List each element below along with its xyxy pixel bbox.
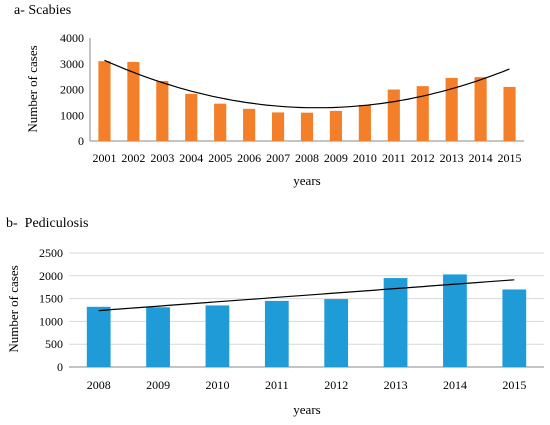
chart-a-bar xyxy=(98,61,111,141)
chart-a-category-label: 2011 xyxy=(382,151,406,165)
chart-b-y-axis-label: Number of cases xyxy=(6,265,21,352)
chart-a-category-label: 2014 xyxy=(469,151,493,165)
chart-a-x-axis-label: years xyxy=(293,173,320,188)
chart-b-bar xyxy=(205,305,230,367)
chart-b-bar xyxy=(324,299,349,367)
chart-b-category-label: 2015 xyxy=(502,378,526,392)
chart-a-ytick-label: 2000 xyxy=(60,83,84,97)
chart-a-y-axis-label: Number of cases xyxy=(25,45,40,132)
chart-a-bar xyxy=(271,112,285,141)
chart-b-category-label: 2010 xyxy=(205,378,229,392)
chart-a-bar xyxy=(387,89,400,141)
chart-b-bar xyxy=(264,300,289,367)
chart-b-bar xyxy=(86,306,111,367)
chart-b-title: b- Pediculosis xyxy=(6,216,89,231)
chart-a-category-label: 2002 xyxy=(121,151,145,165)
chart-a-title: a- Scabies xyxy=(14,3,72,18)
chart-a-category-label: 2015 xyxy=(498,151,522,165)
chart-a-ytick-label: 1000 xyxy=(60,108,84,122)
chart-b-ytick-label: 1000 xyxy=(39,314,63,328)
chart-b-category-label: 2008 xyxy=(87,378,111,392)
chart-a-bar xyxy=(243,108,256,141)
chart-a-ytick-label: 4000 xyxy=(60,31,84,45)
chart-b-ytick-label: 2500 xyxy=(39,246,63,260)
chart-b-category-label: 2009 xyxy=(146,378,170,392)
chart-b-bar xyxy=(443,274,467,367)
chart-a-category-label: 2006 xyxy=(237,151,261,165)
chart-b-ytick-label: 1500 xyxy=(39,292,63,306)
chart-a-category-label: 2007 xyxy=(266,151,290,165)
chart-a-category-label: 2008 xyxy=(295,151,319,165)
chart-a-bar xyxy=(156,81,169,141)
chart-a-category-label: 2001 xyxy=(92,151,116,165)
chart-a-category-label: 2012 xyxy=(411,151,435,165)
chart-b-category-label: 2013 xyxy=(384,378,408,392)
chart-a-bar xyxy=(185,93,198,141)
chart-a-ytick-label: 0 xyxy=(78,134,84,148)
chart-a-category-label: 2009 xyxy=(324,151,348,165)
chart-a-category-label: 2005 xyxy=(208,151,232,165)
chart-b-ytick-label: 0 xyxy=(57,360,63,374)
chart-b-ytick-label: 2000 xyxy=(39,269,63,283)
chart-a-bar xyxy=(214,103,227,141)
chart-b-x-axis-label: years xyxy=(293,402,320,417)
chart-b-pediculosis: 0 500 1000 1500 2000 2500 2008 2009 2010 2011 2012… xyxy=(6,246,544,417)
chart-a-bar xyxy=(329,110,343,141)
chart-b-bar xyxy=(502,289,527,367)
chart-a-bar xyxy=(503,86,516,141)
chart-a-bar xyxy=(474,77,487,141)
chart-a-trendline xyxy=(104,59,510,109)
chart-a-category-label: 2003 xyxy=(150,151,174,165)
chart-a-bar xyxy=(300,112,314,141)
chart-a-bar xyxy=(445,77,458,141)
chart-a-category-label: 2004 xyxy=(179,151,203,165)
chart-b-category-label: 2011 xyxy=(265,378,289,392)
chart-b-trendline xyxy=(98,279,515,312)
chart-a-category-label: 2013 xyxy=(440,151,464,165)
chart-b-category-label: 2012 xyxy=(324,378,348,392)
chart-b-bar xyxy=(146,307,170,367)
chart-a-bar xyxy=(416,86,429,141)
chart-a-scabies: 0 1000 2000 3000 4000 2001 2002 2003 2004 2005 200… xyxy=(25,31,524,188)
chart-a-category-label: 2010 xyxy=(353,151,377,165)
chart-b-ytick-label: 500 xyxy=(45,337,63,351)
chart-b-category-label: 2014 xyxy=(443,378,467,392)
chart-a-ytick-label: 3000 xyxy=(60,57,84,71)
chart-a-bar xyxy=(127,61,140,142)
chart-a-bar xyxy=(358,104,371,141)
chart-b-bar xyxy=(383,278,408,367)
